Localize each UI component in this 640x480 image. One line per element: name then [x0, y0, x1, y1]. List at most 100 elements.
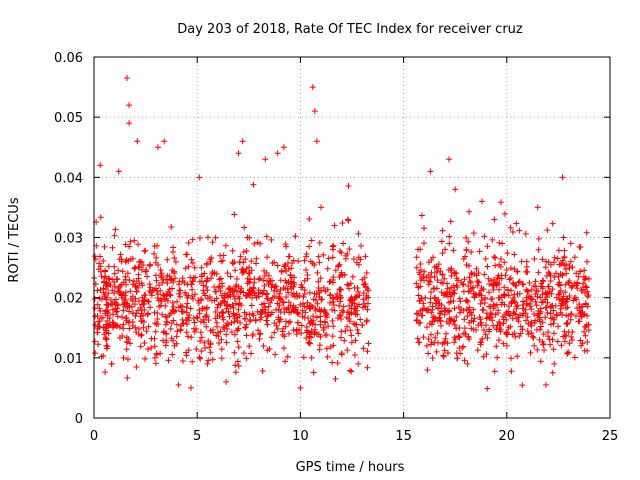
data-point	[507, 224, 514, 231]
data-point	[231, 315, 238, 322]
data-point	[250, 331, 257, 338]
data-point	[284, 353, 291, 360]
data-point	[238, 302, 245, 309]
data-point	[503, 331, 510, 338]
data-point	[360, 290, 367, 297]
data-point	[337, 295, 344, 302]
data-point	[196, 174, 203, 181]
data-point	[145, 310, 152, 317]
data-point	[234, 311, 241, 318]
data-point	[465, 238, 472, 245]
data-point	[235, 325, 242, 332]
data-point	[154, 291, 161, 298]
data-point	[258, 301, 265, 308]
data-point	[197, 329, 204, 336]
data-point	[550, 346, 557, 353]
data-point	[474, 347, 481, 354]
data-point	[539, 319, 546, 326]
y-tick-label: 0.03	[54, 232, 83, 247]
data-point	[315, 253, 322, 260]
data-point	[276, 295, 283, 302]
data-point	[451, 270, 458, 277]
data-point	[461, 316, 468, 323]
data-point	[294, 309, 301, 316]
data-point	[326, 299, 333, 306]
data-point	[242, 256, 249, 263]
data-point	[194, 315, 201, 322]
data-point	[450, 289, 457, 296]
data-point	[421, 225, 428, 232]
data-point	[103, 323, 110, 330]
data-point	[537, 323, 544, 330]
data-point	[337, 271, 344, 278]
data-point	[455, 334, 462, 341]
data-point	[100, 258, 107, 265]
data-point	[133, 364, 140, 371]
data-point	[463, 262, 470, 269]
data-point	[102, 369, 109, 376]
data-point	[220, 310, 227, 317]
data-point	[441, 347, 448, 354]
data-point	[230, 305, 237, 312]
y-tick-label: 0.01	[54, 352, 83, 367]
data-point	[555, 323, 561, 330]
data-point	[358, 242, 365, 249]
data-point	[216, 340, 223, 347]
data-point	[547, 277, 554, 284]
data-point	[102, 334, 109, 341]
data-point	[188, 256, 195, 263]
data-point	[355, 330, 362, 337]
data-point	[347, 280, 354, 287]
data-point	[440, 352, 447, 359]
data-point	[138, 318, 145, 325]
data-point	[415, 339, 422, 346]
data-point	[235, 283, 242, 290]
data-point	[585, 327, 592, 334]
data-point	[578, 342, 585, 349]
data-point	[197, 297, 204, 304]
data-point	[557, 282, 564, 289]
data-point	[528, 286, 535, 293]
data-point	[213, 319, 220, 326]
data-point	[514, 353, 521, 360]
data-point	[444, 350, 451, 357]
data-point	[327, 278, 334, 285]
data-point	[416, 297, 423, 304]
data-point	[451, 269, 458, 276]
data-point	[232, 267, 239, 274]
data-point	[231, 349, 238, 356]
x-tick-label: 25	[602, 429, 619, 444]
data-point	[356, 301, 363, 308]
data-point	[152, 272, 159, 279]
data-point	[128, 303, 135, 310]
data-point	[108, 360, 115, 367]
data-point	[349, 273, 356, 280]
data-point	[498, 294, 505, 301]
data-point	[114, 302, 121, 309]
data-point	[235, 363, 242, 370]
data-point	[345, 182, 352, 189]
data-point	[351, 309, 358, 316]
data-point	[212, 288, 219, 295]
data-point	[141, 248, 148, 255]
data-point	[120, 354, 127, 361]
data-point	[246, 318, 253, 325]
data-point	[96, 323, 103, 330]
data-point	[119, 333, 126, 340]
data-point	[464, 313, 471, 320]
data-point	[91, 338, 98, 345]
data-point	[471, 315, 478, 322]
data-point	[531, 310, 538, 317]
data-point	[418, 212, 425, 219]
data-point	[417, 307, 424, 314]
data-point	[162, 313, 169, 320]
data-point	[489, 236, 496, 243]
data-point	[182, 289, 189, 296]
data-point	[334, 296, 341, 303]
data-point	[117, 251, 124, 258]
data-point	[571, 295, 578, 302]
data-point	[263, 233, 270, 240]
data-point	[224, 320, 231, 327]
data-point	[524, 287, 531, 294]
